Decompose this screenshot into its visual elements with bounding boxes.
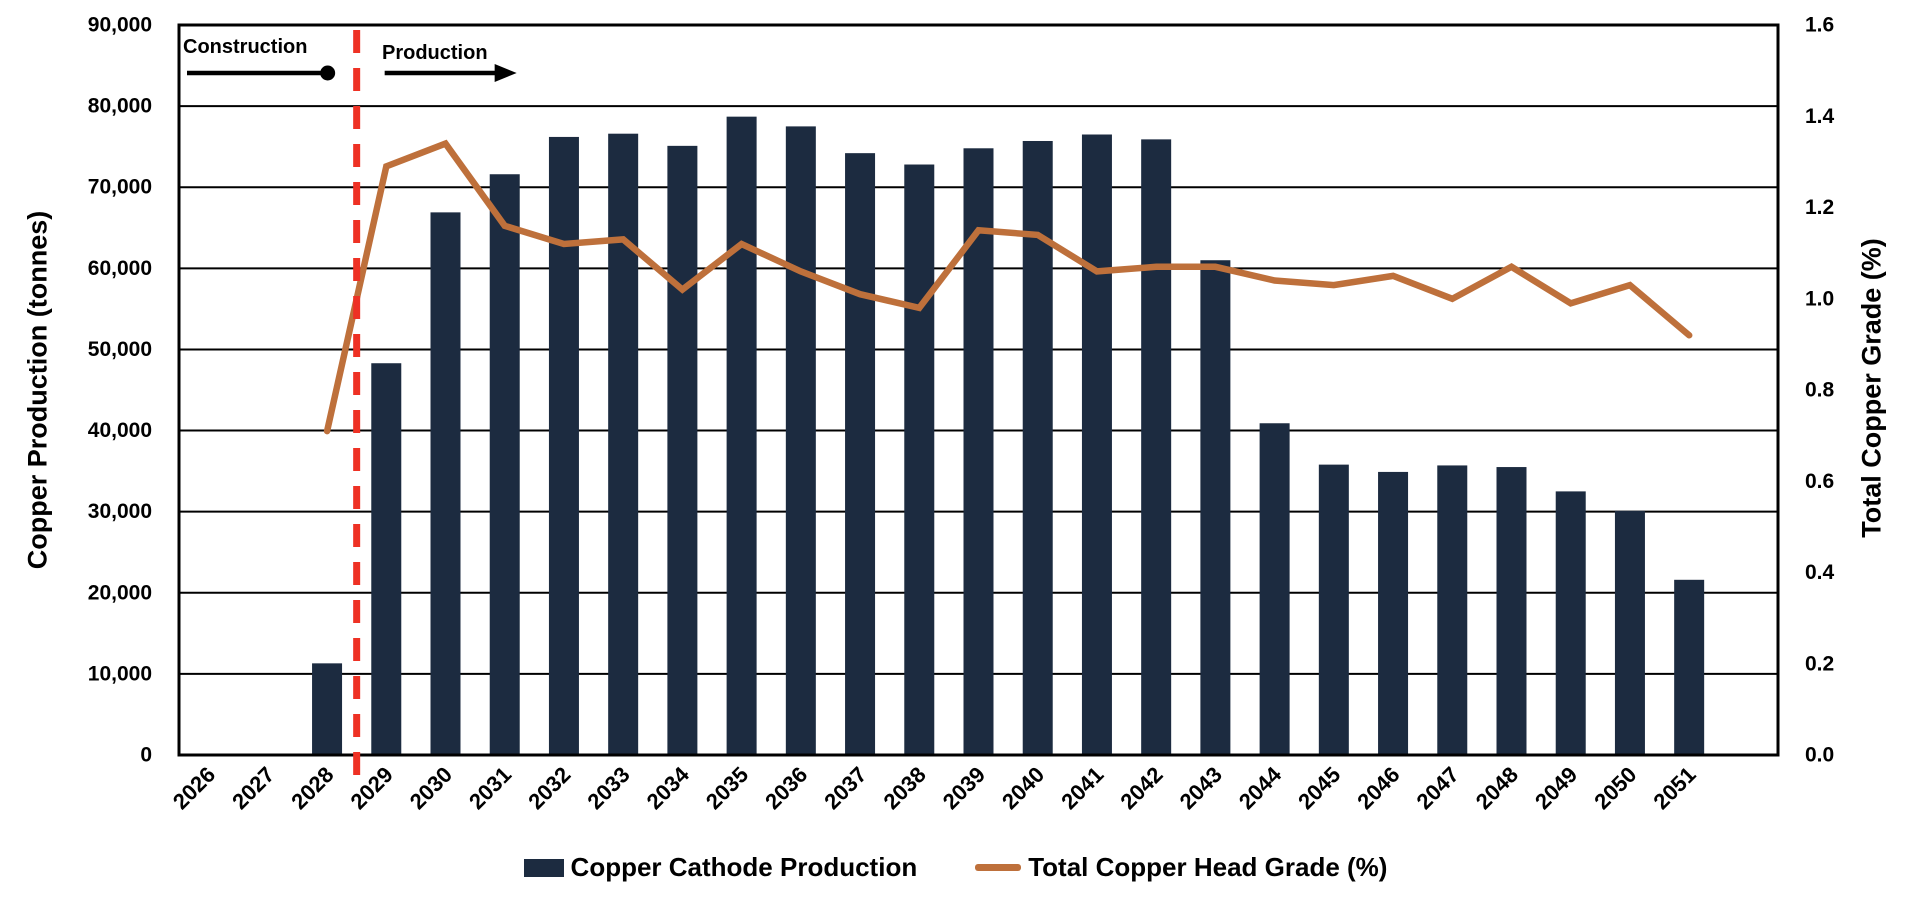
line-series-swatch	[975, 864, 1022, 871]
right-tick-label: 0.8	[1805, 379, 1835, 402]
year-label: 2031	[464, 762, 516, 814]
bar	[1437, 465, 1468, 755]
bar	[667, 145, 698, 755]
year-label: 2044	[1234, 761, 1287, 814]
bar	[904, 164, 935, 755]
year-label: 2033	[582, 762, 634, 814]
bar	[963, 148, 994, 756]
bar	[1318, 464, 1349, 755]
right-tick-label: 1.2	[1805, 196, 1834, 219]
right-axis-title: Total Copper Grade (%)	[1856, 238, 1887, 538]
left-tick-label: 70,000	[88, 176, 152, 199]
bar	[845, 153, 876, 756]
left-axis-title: Copper Production (tonnes)	[22, 210, 53, 570]
production-phase-label: Production	[382, 42, 488, 64]
year-label: 2030	[405, 762, 457, 814]
bar	[1141, 139, 1172, 755]
bar	[1614, 510, 1645, 755]
year-label: 2042	[1115, 762, 1167, 814]
bar	[312, 663, 343, 755]
construction-arrow-dot	[320, 65, 336, 81]
year-label: 2035	[701, 762, 753, 814]
bar	[489, 174, 520, 755]
legend-label-grade: Total Copper Head Grade (%)	[1028, 852, 1388, 882]
construction-phase-label: Construction	[183, 36, 308, 58]
year-label: 2040	[997, 762, 1049, 814]
year-label: 2047	[1412, 762, 1464, 814]
year-label: 2027	[227, 762, 279, 814]
right-axis-tick-labels: 0.0 0.2 0.4 0.6 0.8 1.0 1.2 1.4 1.6	[1805, 14, 1835, 767]
bar	[1259, 423, 1290, 755]
construction-arrow	[187, 65, 336, 81]
year-label: 2046	[1352, 762, 1404, 814]
right-tick-label: 0.0	[1805, 744, 1834, 767]
year-label: 2051	[1648, 762, 1700, 814]
bar	[1496, 467, 1527, 755]
left-axis-tick-labels: 0 10,000 20,000 30,000 40,000 50,000 60,000 70,…	[88, 14, 152, 767]
right-tick-label: 1.6	[1805, 14, 1834, 37]
left-tick-label: 20,000	[88, 581, 152, 604]
bar	[1081, 134, 1112, 755]
left-tick-label: 10,000	[88, 662, 152, 685]
bar	[1200, 260, 1231, 755]
right-tick-label: 1.0	[1805, 287, 1834, 310]
bar	[548, 136, 579, 755]
production-arrow	[384, 64, 517, 82]
year-label: 2036	[760, 762, 812, 814]
left-tick-label: 0	[140, 744, 152, 767]
left-tick-label: 60,000	[88, 257, 152, 280]
bar	[785, 126, 816, 755]
legend-item-grade: Total Copper Head Grade (%)	[975, 852, 1387, 883]
year-label: 2041	[1056, 762, 1108, 814]
year-label: 2026	[168, 762, 220, 814]
bar	[1378, 471, 1409, 755]
year-label: 2038	[879, 762, 931, 814]
left-tick-label: 40,000	[88, 419, 152, 442]
chart-legend: Copper Cathode Production Total Copper H…	[0, 852, 1911, 883]
year-label: 2039	[938, 762, 990, 814]
bar-series	[312, 116, 1705, 756]
year-label: 2049	[1530, 762, 1582, 814]
right-tick-label: 1.4	[1805, 105, 1835, 128]
left-tick-label: 90,000	[88, 14, 152, 37]
bar	[1555, 491, 1586, 755]
year-label: 2045	[1293, 762, 1345, 814]
year-label: 2043	[1175, 762, 1227, 814]
bar-series-swatch	[523, 858, 564, 877]
left-tick-label: 80,000	[88, 95, 152, 118]
year-label: 2048	[1471, 762, 1523, 814]
year-label: 2032	[523, 762, 575, 814]
bar	[726, 116, 757, 755]
right-tick-label: 0.2	[1805, 652, 1834, 675]
bar	[371, 363, 402, 755]
year-label: 2034	[642, 761, 695, 814]
legend-item-production: Copper Cathode Production	[523, 852, 918, 883]
legend-label-production: Copper Cathode Production	[570, 852, 918, 882]
right-tick-label: 0.6	[1805, 470, 1834, 493]
year-label: 2028	[286, 762, 338, 814]
grade-line	[323, 139, 1693, 435]
bar	[1674, 579, 1705, 755]
x-axis-year-labels: 2026 2027 2028 2029 2030 2031 2032 2033 2034 2035…	[168, 761, 1701, 814]
production-arrowhead	[494, 64, 517, 82]
bar	[430, 212, 461, 755]
left-tick-label: 30,000	[88, 500, 152, 523]
bar	[608, 133, 639, 755]
plot-border	[177, 23, 1780, 757]
left-tick-label: 50,000	[88, 338, 152, 361]
year-label: 2050	[1589, 762, 1641, 814]
right-tick-label: 0.4	[1805, 561, 1835, 584]
year-label: 2037	[819, 762, 871, 814]
